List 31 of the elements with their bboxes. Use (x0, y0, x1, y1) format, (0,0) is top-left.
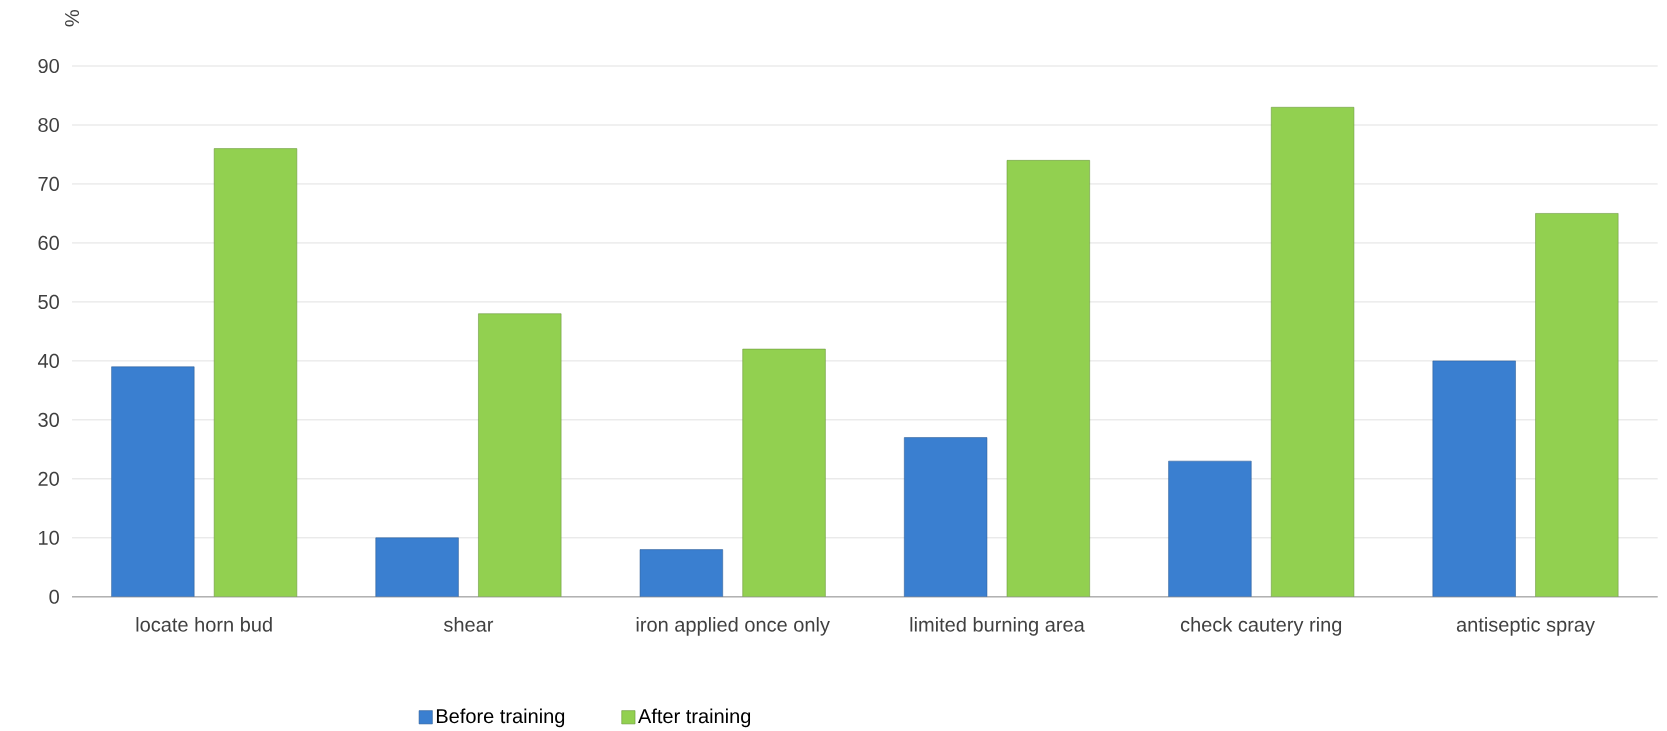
bar (1168, 460, 1252, 597)
bar (1006, 160, 1090, 597)
y-tick-label: 80 (38, 117, 59, 133)
x-tick-label: locate horn bud (136, 617, 272, 632)
y-tick-label: 90 (38, 59, 59, 74)
legend-label: Before training (436, 708, 565, 728)
y-tick-label: 10 (39, 530, 59, 545)
y-axis-title: % (65, 10, 80, 27)
bar (742, 348, 826, 597)
y-tick-label: 70 (38, 176, 59, 192)
y-tick-label: 30 (38, 412, 59, 428)
bar (1270, 107, 1355, 597)
bar (904, 437, 988, 597)
x-tick-label: iron applied once only (636, 617, 830, 636)
y-tick-label: 50 (38, 294, 59, 310)
bar (375, 537, 459, 597)
x-tick-label: check cautery ring (1180, 617, 1342, 636)
y-tick-label: 60 (38, 235, 59, 251)
bar (1432, 360, 1516, 597)
legend-label: After training (638, 708, 751, 728)
y-tick-label: 20 (38, 471, 59, 486)
bar (213, 148, 298, 597)
bar (639, 549, 723, 597)
x-tick-label: limited burning area (910, 617, 1085, 636)
bar (478, 313, 562, 597)
bar (111, 366, 195, 597)
x-tick-label: antiseptic spray (1456, 617, 1595, 636)
y-tick-label: 40 (37, 353, 59, 369)
x-tick-label: shear (443, 617, 494, 632)
bar (1535, 213, 1619, 597)
y-tick-label: 0 (49, 589, 59, 604)
